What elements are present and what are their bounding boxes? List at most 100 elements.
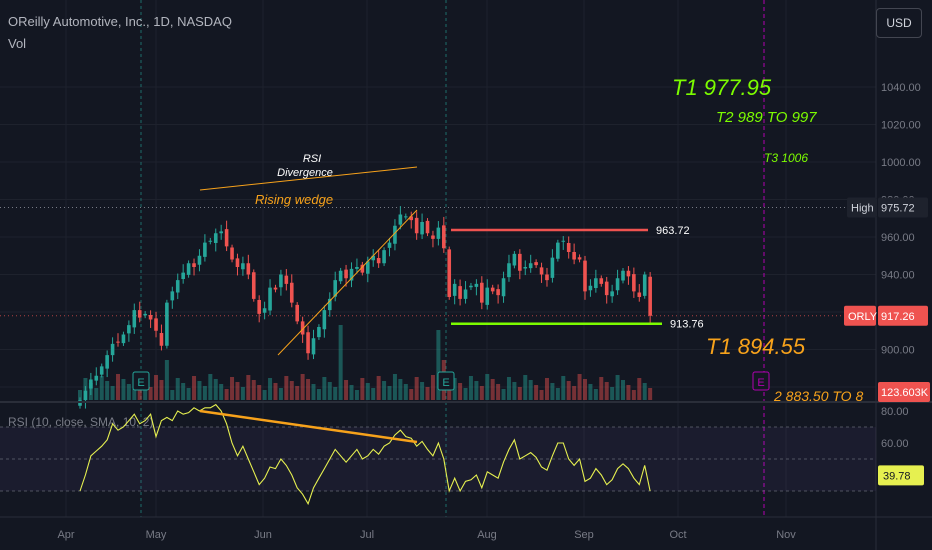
- rsi-last-tag-bg: [878, 465, 924, 486]
- candle-body: [338, 270, 343, 282]
- volume-bar: [99, 376, 104, 400]
- volume-bar: [284, 376, 289, 400]
- high-price-tag: 975.72: [881, 203, 915, 215]
- volume-bar: [121, 379, 126, 400]
- volume-bar: [213, 379, 218, 400]
- volume-bar: [219, 384, 224, 400]
- target-t2-down: 2 883.50 TO 8: [773, 388, 863, 404]
- volume-bar: [273, 383, 278, 400]
- high-price-tag-bg: [878, 197, 928, 218]
- volume-label: Vol: [8, 36, 27, 51]
- volume-bar: [468, 376, 473, 400]
- volume-bar: [588, 384, 593, 400]
- earnings-marker-label: E: [137, 377, 144, 389]
- volume-bar: [143, 382, 148, 400]
- volume-bar: [126, 384, 131, 400]
- price-axis-panel: [876, 0, 932, 550]
- volume-bar: [604, 382, 609, 400]
- volume-bar: [202, 386, 207, 400]
- candle-body: [344, 269, 348, 279]
- volume-bar: [506, 377, 511, 400]
- volume-bar: [186, 388, 191, 400]
- candle-body: [610, 291, 614, 297]
- candle-body: [463, 289, 468, 299]
- target-t2-up: T2 989 TO 997: [716, 109, 817, 126]
- candle-body: [604, 281, 609, 296]
- candle-body: [203, 242, 207, 257]
- volume-bar: [246, 375, 251, 400]
- volume-bar: [593, 389, 598, 400]
- volume-bar: [501, 389, 506, 400]
- candle-body: [159, 333, 164, 346]
- candle-body: [186, 263, 191, 275]
- y-tick-label: 1040.00: [881, 82, 921, 94]
- volume-bar: [452, 378, 457, 400]
- candle-body: [295, 304, 299, 322]
- volume-bar: [224, 389, 229, 400]
- candle-body: [420, 222, 424, 235]
- wedge-lower-line: [277, 209, 418, 356]
- volume-bar: [387, 386, 392, 400]
- candle-body: [469, 285, 473, 288]
- rsi-divergence-line: [199, 409, 418, 444]
- candle-body: [376, 258, 381, 264]
- volume-bar: [300, 374, 305, 400]
- volume-bar: [610, 387, 615, 400]
- currency-button[interactable]: USD: [876, 8, 922, 38]
- volume-bar: [295, 386, 300, 400]
- candle-body: [480, 282, 484, 303]
- candle-body: [447, 249, 452, 297]
- x-tick-label: Aug: [477, 529, 497, 541]
- candle-body: [539, 267, 544, 275]
- y-tick-label: 900.00: [881, 345, 915, 357]
- volume-tag-bg: [878, 382, 930, 402]
- volume-bar: [251, 380, 256, 400]
- candle-body: [561, 240, 566, 242]
- x-tick-label: Oct: [669, 529, 686, 541]
- volume-bar: [485, 374, 490, 400]
- chart-title: OReilly Automotive, Inc., 1D, NASDAQ: [8, 14, 232, 29]
- rising-wedge-label: Rising wedge: [255, 192, 333, 207]
- candle-body: [409, 216, 414, 221]
- volume-bar: [208, 374, 213, 400]
- candle-body: [148, 315, 153, 320]
- candle-body: [485, 287, 490, 305]
- volume-bar: [306, 379, 311, 400]
- volume-bar: [376, 376, 381, 400]
- volume-tag: 123.603K: [881, 387, 929, 399]
- candle-body: [436, 227, 441, 239]
- candle-body: [556, 242, 560, 259]
- volume-bar: [94, 388, 99, 400]
- volume-bar: [631, 390, 636, 400]
- volume-bar: [414, 377, 419, 400]
- target-t1-up: T1 977.95: [672, 75, 772, 100]
- wedge-upper-line: [199, 166, 418, 191]
- volume-bar: [175, 378, 180, 400]
- volume-bar: [528, 380, 533, 400]
- candle-body: [306, 332, 310, 354]
- x-tick-label: Nov: [776, 529, 796, 541]
- rsi-title: RSI (10, close, SMA, 10, 2): [8, 415, 153, 429]
- candle-body: [642, 274, 647, 296]
- high-badge-bg: [847, 197, 877, 218]
- candle-body: [224, 229, 229, 247]
- volume-bar: [615, 375, 620, 400]
- volume-bar: [349, 385, 354, 400]
- volume-bar: [561, 376, 566, 400]
- earnings-marker: [132, 371, 150, 391]
- volume-bars: [78, 325, 653, 400]
- volume-bar: [289, 381, 294, 400]
- candle-body: [137, 310, 142, 318]
- candle-body: [387, 242, 392, 248]
- volume-bar: [425, 387, 430, 400]
- volume-bar: [403, 384, 408, 400]
- drawings: 963.72 913.76 RSI Divergence Rising wedge T1 …: [132, 75, 863, 404]
- volume-bar: [181, 383, 186, 400]
- volume-bar: [490, 379, 495, 400]
- candle-body: [572, 252, 576, 260]
- candle-body: [279, 274, 283, 288]
- candle-body: [507, 263, 511, 278]
- y-tick-label: 940.00: [881, 270, 915, 282]
- volume-bar: [170, 390, 175, 400]
